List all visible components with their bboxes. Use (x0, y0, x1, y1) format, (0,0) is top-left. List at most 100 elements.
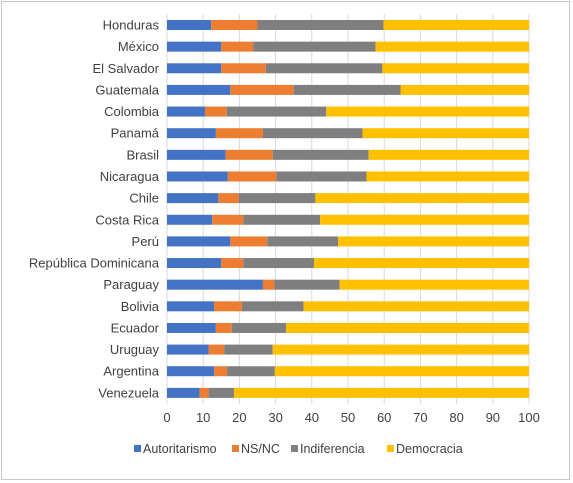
legend-label: Indiferencia (300, 442, 365, 456)
bar-segment-autoritarismo (167, 301, 215, 312)
x-tick-label: 80 (449, 410, 463, 425)
category-label: Guatemala (95, 82, 159, 97)
bar-segment-democracia (339, 279, 529, 290)
category-label: Panamá (111, 126, 160, 141)
category-label: Bolivia (121, 299, 160, 314)
bar-segment-indiferencia (243, 258, 314, 269)
gridlines (166, 14, 530, 404)
bars (167, 20, 529, 398)
bar-segment-democracia (326, 106, 529, 117)
bar-segment-democracia (400, 84, 529, 95)
bar-segment-democracia (274, 366, 529, 377)
category-label: Brasil (126, 147, 159, 162)
bar-segment-indiferencia (224, 344, 273, 355)
legend-swatch (387, 445, 394, 452)
bar-segment-democracia (286, 322, 529, 333)
bar-segment-democracia (272, 344, 529, 355)
bar-segment-ns-nc (214, 366, 228, 377)
legend-label: Autoritarismo (143, 442, 217, 456)
category-label: Colombia (104, 104, 160, 119)
x-tick-label: 70 (413, 410, 427, 425)
bar-segment-ns-nc (230, 84, 294, 95)
x-tick-label: 40 (305, 410, 319, 425)
bar-segment-autoritarismo (167, 149, 226, 160)
category-label: República Dominicana (29, 256, 160, 271)
bar-segment-ns-nc (221, 63, 266, 74)
bar-segment-autoritarismo (167, 41, 222, 52)
bar-segment-ns-nc (199, 387, 209, 398)
legend: Autoritarismo NS/NC Indiferencia Democracia (134, 442, 463, 456)
x-tick-label: 10 (196, 410, 210, 425)
bar-segment-ns-nc (221, 258, 244, 269)
bar-segment-indiferencia (267, 236, 339, 247)
legend-label: NS/NC (241, 442, 280, 456)
category-label: México (118, 39, 159, 54)
bar-segment-democracia (382, 63, 529, 74)
bar-segment-autoritarismo (167, 258, 222, 269)
category-label: Chile (129, 191, 159, 206)
bar-segment-autoritarismo (167, 193, 219, 204)
bar-segment-democracia (368, 149, 529, 160)
bar-segment-autoritarismo (167, 171, 228, 182)
bar-segment-indiferencia (231, 322, 287, 333)
bar-segment-autoritarismo (167, 63, 222, 74)
bar-segment-autoritarismo (167, 214, 213, 225)
bar-segment-autoritarismo (167, 366, 215, 377)
bar-segment-indiferencia (272, 149, 369, 160)
bar-segment-autoritarismo (167, 84, 231, 95)
x-tick-label: 50 (341, 410, 355, 425)
bar-segment-ns-nc (218, 193, 239, 204)
bar-segment-indiferencia (276, 171, 367, 182)
bar-segment-democracia (338, 236, 529, 247)
bar-segment-democracia (383, 20, 529, 30)
category-label: Venezuela (98, 385, 159, 400)
bar-segment-democracia (313, 258, 529, 269)
legend-label: Democracia (396, 442, 463, 456)
bar-segment-ns-nc (221, 41, 254, 52)
x-tick-label: 20 (232, 410, 246, 425)
bar-segment-democracia (362, 128, 529, 139)
bar-segment-democracia (320, 214, 529, 225)
bar-segment-indiferencia (257, 20, 384, 30)
category-label: Costa Rica (95, 212, 159, 227)
bar-segment-ns-nc (208, 344, 225, 355)
x-tick-label: 0 (163, 410, 170, 425)
bar-segment-indiferencia (293, 84, 401, 95)
bar-segment-ns-nc (212, 214, 244, 225)
bar-segment-ns-nc (227, 171, 277, 182)
category-label: Ecuador (111, 320, 160, 335)
bar-segment-ns-nc (215, 322, 232, 333)
bar-segment-autoritarismo (167, 279, 263, 290)
bar-segment-indiferencia (253, 41, 376, 52)
bar-segment-ns-nc (225, 149, 273, 160)
bar-segment-indiferencia (274, 279, 340, 290)
bar-segment-democracia (315, 193, 529, 204)
bar-segment-autoritarismo (167, 236, 231, 247)
bar-segment-democracia (303, 301, 529, 312)
category-label: Argentina (103, 364, 159, 379)
bar-segment-ns-nc (205, 106, 227, 117)
bar-segment-autoritarismo (167, 20, 212, 30)
legend-swatch (134, 445, 141, 452)
category-labels: Honduras México El Salvador Guatemala Colomb… (29, 18, 160, 401)
bar-segment-indiferencia (241, 301, 304, 312)
bar-segment-indiferencia (265, 63, 383, 74)
x-tick-label: 90 (486, 410, 500, 425)
bar-segment-indiferencia (227, 366, 275, 377)
bar-segment-ns-nc (262, 279, 275, 290)
bar-segment-indiferencia (243, 214, 321, 225)
category-label: Nicaragua (100, 169, 160, 184)
legend-swatch (232, 445, 239, 452)
bar-segment-autoritarismo (167, 128, 216, 139)
x-axis-ticks: 0 10 20 30 40 50 60 70 80 90 100 (163, 410, 539, 425)
bar-segment-autoritarismo (167, 344, 209, 355)
legend-swatch (291, 445, 298, 452)
bar-segment-ns-nc (215, 128, 263, 139)
bar-segment-indiferencia (262, 128, 363, 139)
bar-segment-autoritarismo (167, 106, 206, 117)
bar-segment-democracia (233, 387, 529, 398)
x-tick-label: 30 (268, 410, 282, 425)
bar-segment-democracia (366, 171, 529, 182)
